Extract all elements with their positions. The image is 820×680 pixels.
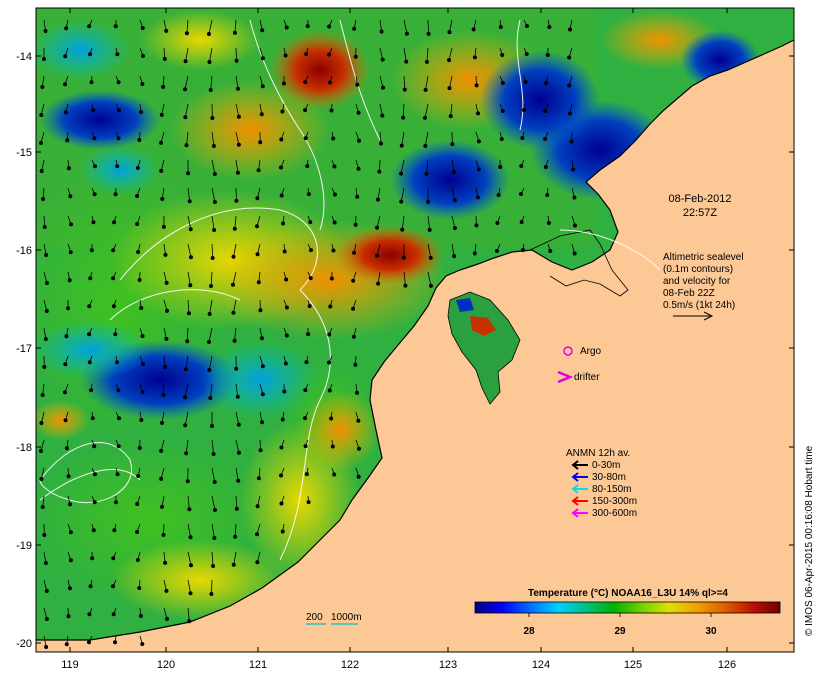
anmn-legend-label: 0-30m — [592, 460, 620, 471]
colorbar-tick-label: 29 — [614, 626, 626, 637]
x-tick-label: 120 — [157, 659, 175, 671]
y-axis: -14 -15 -16 -17 -18 -19 -20 — [16, 51, 794, 650]
depth-contour-legend: 200 1000m — [306, 612, 362, 625]
x-axis: 119 120 121 122 123 124 125 126 — [61, 8, 736, 671]
anmn-legend-item: 300-600m — [571, 508, 637, 519]
land-mass — [36, 8, 794, 652]
y-tick-label: -19 — [16, 540, 32, 552]
y-tick-label: -17 — [16, 343, 32, 355]
depth-label-1000: 1000m — [331, 612, 362, 623]
anmn-legend-item: 150-300m — [571, 496, 637, 507]
colorbar-bar — [474, 601, 781, 614]
depth-label-200: 200 — [306, 612, 323, 623]
altimetry-annotation: Altimetric sealevel (0.1m contours) and … — [663, 252, 744, 321]
drifter-marker-icon — [557, 370, 574, 384]
y-tick-label: -20 — [16, 638, 32, 650]
anmn-title: ANMN 12h av. — [566, 448, 630, 459]
x-tick-label: 125 — [624, 659, 642, 671]
plot-frame — [35, 7, 795, 653]
x-tick-label: 126 — [718, 659, 736, 671]
anmn-legend-label: 300-600m — [592, 508, 637, 519]
sea-surface-temperature-field — [36, 8, 794, 652]
colorbar-tick-label: 28 — [523, 626, 535, 637]
anmn-legend-item: 0-30m — [571, 460, 620, 471]
argo-marker-icon — [563, 346, 573, 356]
altimetry-line2: (0.1m contours) — [663, 264, 733, 275]
island-cluster — [447, 291, 521, 405]
velocity-arrows — [39, 19, 577, 649]
anmn-legend-item: 80-150m — [571, 484, 631, 495]
altimetry-line1: Altimetric sealevel — [663, 252, 744, 263]
anmn-legend-label: 80-150m — [592, 484, 631, 495]
y-tick-label: -18 — [16, 442, 32, 454]
coastline — [36, 39, 794, 641]
drifter-label: drifter — [574, 372, 600, 383]
altimetry-contours — [39, 19, 661, 561]
timestamp-time: 22:57Z — [683, 207, 718, 219]
anmn-legend-item: 30-80m — [571, 472, 626, 483]
colorbar: Temperature (°C) NOAA16_L3U 14% ql>=4 28… — [474, 588, 781, 637]
altimetry-line4: 08-Feb 22Z — [663, 288, 715, 299]
colorbar-title: Temperature (°C) NOAA16_L3U 14% ql>=4 — [528, 588, 728, 599]
timestamp-date: 08-Feb-2012 — [669, 193, 732, 205]
x-tick-label: 122 — [341, 659, 359, 671]
credit-text: © IMOS 06-Apr-2015 00:16:08 Hobart time — [804, 445, 815, 636]
x-tick-label: 121 — [249, 659, 267, 671]
anmn-legend: ANMN 12h av. 0-30m30-80m80-150m150-300m3… — [566, 448, 637, 519]
y-tick-label: -16 — [16, 245, 32, 257]
colorbar-tick-label: 30 — [705, 626, 717, 637]
argo-label: Argo — [580, 346, 602, 357]
anmn-legend-label: 150-300m — [592, 496, 637, 507]
y-tick-label: -14 — [16, 51, 32, 63]
x-tick-label: 123 — [439, 659, 457, 671]
x-tick-label: 119 — [61, 659, 79, 671]
altimetry-line5: 0.5m/s (1kt 24h) — [663, 300, 735, 311]
y-tick-label: -15 — [16, 147, 32, 159]
x-tick-label: 124 — [532, 659, 550, 671]
anmn-legend-label: 30-80m — [592, 472, 626, 483]
altimetry-line3: and velocity for — [663, 276, 731, 287]
